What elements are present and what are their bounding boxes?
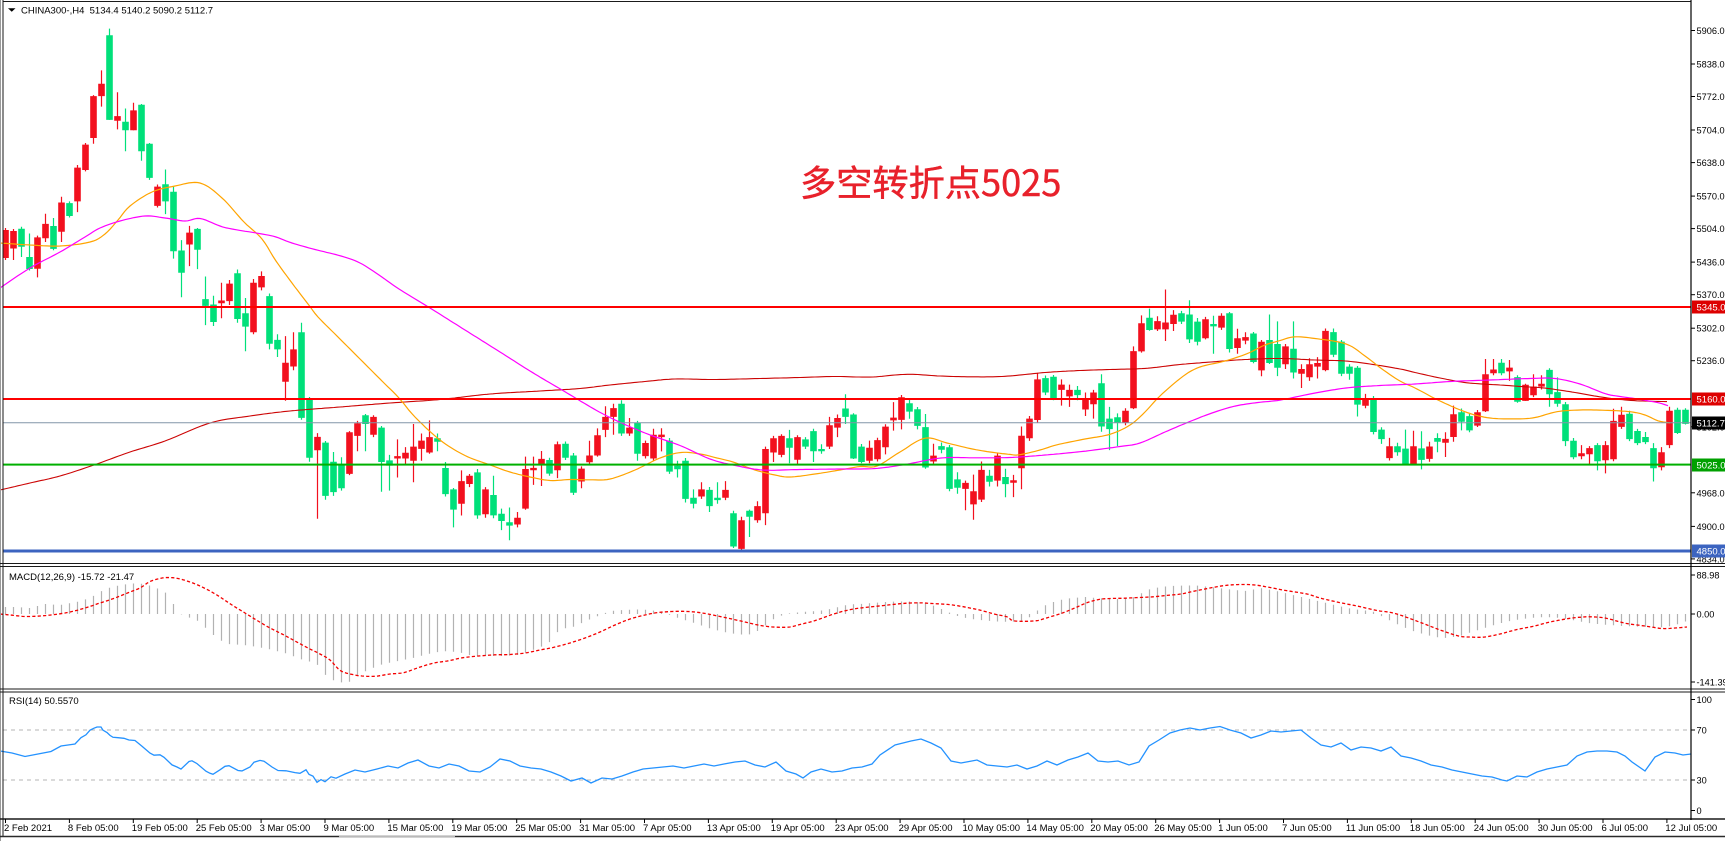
svg-text:5112.7: 5112.7 bbox=[1697, 419, 1725, 430]
svg-text:23 Apr 05:00: 23 Apr 05:00 bbox=[835, 823, 889, 834]
svg-text:3 Mar 05:00: 3 Mar 05:00 bbox=[260, 823, 311, 834]
svg-text:26 May 05:00: 26 May 05:00 bbox=[1154, 823, 1212, 834]
svg-text:5160.0: 5160.0 bbox=[1697, 395, 1725, 406]
svg-text:88.98: 88.98 bbox=[1697, 571, 1720, 581]
svg-text:8 Feb 05:00: 8 Feb 05:00 bbox=[68, 823, 119, 834]
svg-text:2 Feb 2021: 2 Feb 2021 bbox=[4, 823, 52, 834]
svg-text:19 Apr 05:00: 19 Apr 05:00 bbox=[771, 823, 825, 834]
svg-text:5704.0: 5704.0 bbox=[1697, 126, 1725, 136]
svg-text:5370.0: 5370.0 bbox=[1697, 290, 1725, 300]
svg-text:CHINA300-,H4 5134.4 5140.2 50: CHINA300-,H4 5134.4 5140.2 5090.2 5112.7 bbox=[21, 6, 213, 17]
svg-text:31 Mar 05:00: 31 Mar 05:00 bbox=[579, 823, 635, 834]
svg-text:RSI(14) 50.5570: RSI(14) 50.5570 bbox=[9, 696, 79, 707]
svg-text:14 May 05:00: 14 May 05:00 bbox=[1026, 823, 1084, 834]
svg-text:MACD(12,26,9) -15.72 -21.47: MACD(12,26,9) -15.72 -21.47 bbox=[9, 572, 134, 583]
svg-text:5772.0: 5772.0 bbox=[1697, 92, 1725, 102]
svg-text:15 Mar 05:00: 15 Mar 05:00 bbox=[387, 823, 443, 834]
svg-text:11 Jun 05:00: 11 Jun 05:00 bbox=[1346, 823, 1400, 834]
svg-text:25 Feb 05:00: 25 Feb 05:00 bbox=[196, 823, 252, 834]
svg-text:5345.0: 5345.0 bbox=[1697, 303, 1725, 314]
svg-text:13 Apr 05:00: 13 Apr 05:00 bbox=[707, 823, 761, 834]
svg-text:1 Jun 05:00: 1 Jun 05:00 bbox=[1218, 823, 1268, 834]
svg-text:5570.0: 5570.0 bbox=[1697, 192, 1725, 202]
svg-text:10 May 05:00: 10 May 05:00 bbox=[963, 823, 1021, 834]
svg-text:5838.0: 5838.0 bbox=[1697, 60, 1725, 70]
svg-text:5025.0: 5025.0 bbox=[1697, 461, 1725, 472]
svg-text:5504.0: 5504.0 bbox=[1697, 224, 1725, 234]
svg-text:4850.0: 4850.0 bbox=[1697, 547, 1725, 558]
svg-text:5436.0: 5436.0 bbox=[1697, 258, 1725, 268]
svg-text:20 May 05:00: 20 May 05:00 bbox=[1090, 823, 1148, 834]
svg-text:5302.0: 5302.0 bbox=[1697, 324, 1725, 334]
svg-text:4968.0: 4968.0 bbox=[1697, 488, 1725, 498]
svg-text:0.00: 0.00 bbox=[1697, 610, 1715, 620]
svg-text:7 Apr 05:00: 7 Apr 05:00 bbox=[643, 823, 692, 834]
svg-text:-141.39: -141.39 bbox=[1697, 678, 1725, 688]
svg-text:30 Jun 05:00: 30 Jun 05:00 bbox=[1538, 823, 1593, 834]
svg-text:5906.0: 5906.0 bbox=[1697, 26, 1725, 36]
svg-text:7 Jun 05:00: 7 Jun 05:00 bbox=[1282, 823, 1332, 834]
svg-text:24 Jun 05:00: 24 Jun 05:00 bbox=[1474, 823, 1529, 834]
svg-text:18 Jun 05:00: 18 Jun 05:00 bbox=[1410, 823, 1465, 834]
svg-text:5638.0: 5638.0 bbox=[1697, 158, 1725, 168]
svg-text:9 Mar 05:00: 9 Mar 05:00 bbox=[324, 823, 375, 834]
svg-text:19 Feb 05:00: 19 Feb 05:00 bbox=[132, 823, 188, 834]
svg-text:4900.0: 4900.0 bbox=[1697, 522, 1725, 532]
svg-text:29 Apr 05:00: 29 Apr 05:00 bbox=[899, 823, 953, 834]
svg-text:30: 30 bbox=[1697, 776, 1707, 786]
svg-text:25 Mar 05:00: 25 Mar 05:00 bbox=[515, 823, 571, 834]
svg-text:0: 0 bbox=[1697, 806, 1702, 816]
svg-text:5236.0: 5236.0 bbox=[1697, 356, 1725, 366]
svg-text:70: 70 bbox=[1697, 726, 1707, 736]
svg-text:19 Mar 05:00: 19 Mar 05:00 bbox=[451, 823, 507, 834]
svg-text:12 Jul 05:00: 12 Jul 05:00 bbox=[1665, 823, 1717, 834]
svg-text:100: 100 bbox=[1697, 695, 1712, 705]
svg-text:6 Jul 05:00: 6 Jul 05:00 bbox=[1602, 823, 1648, 834]
